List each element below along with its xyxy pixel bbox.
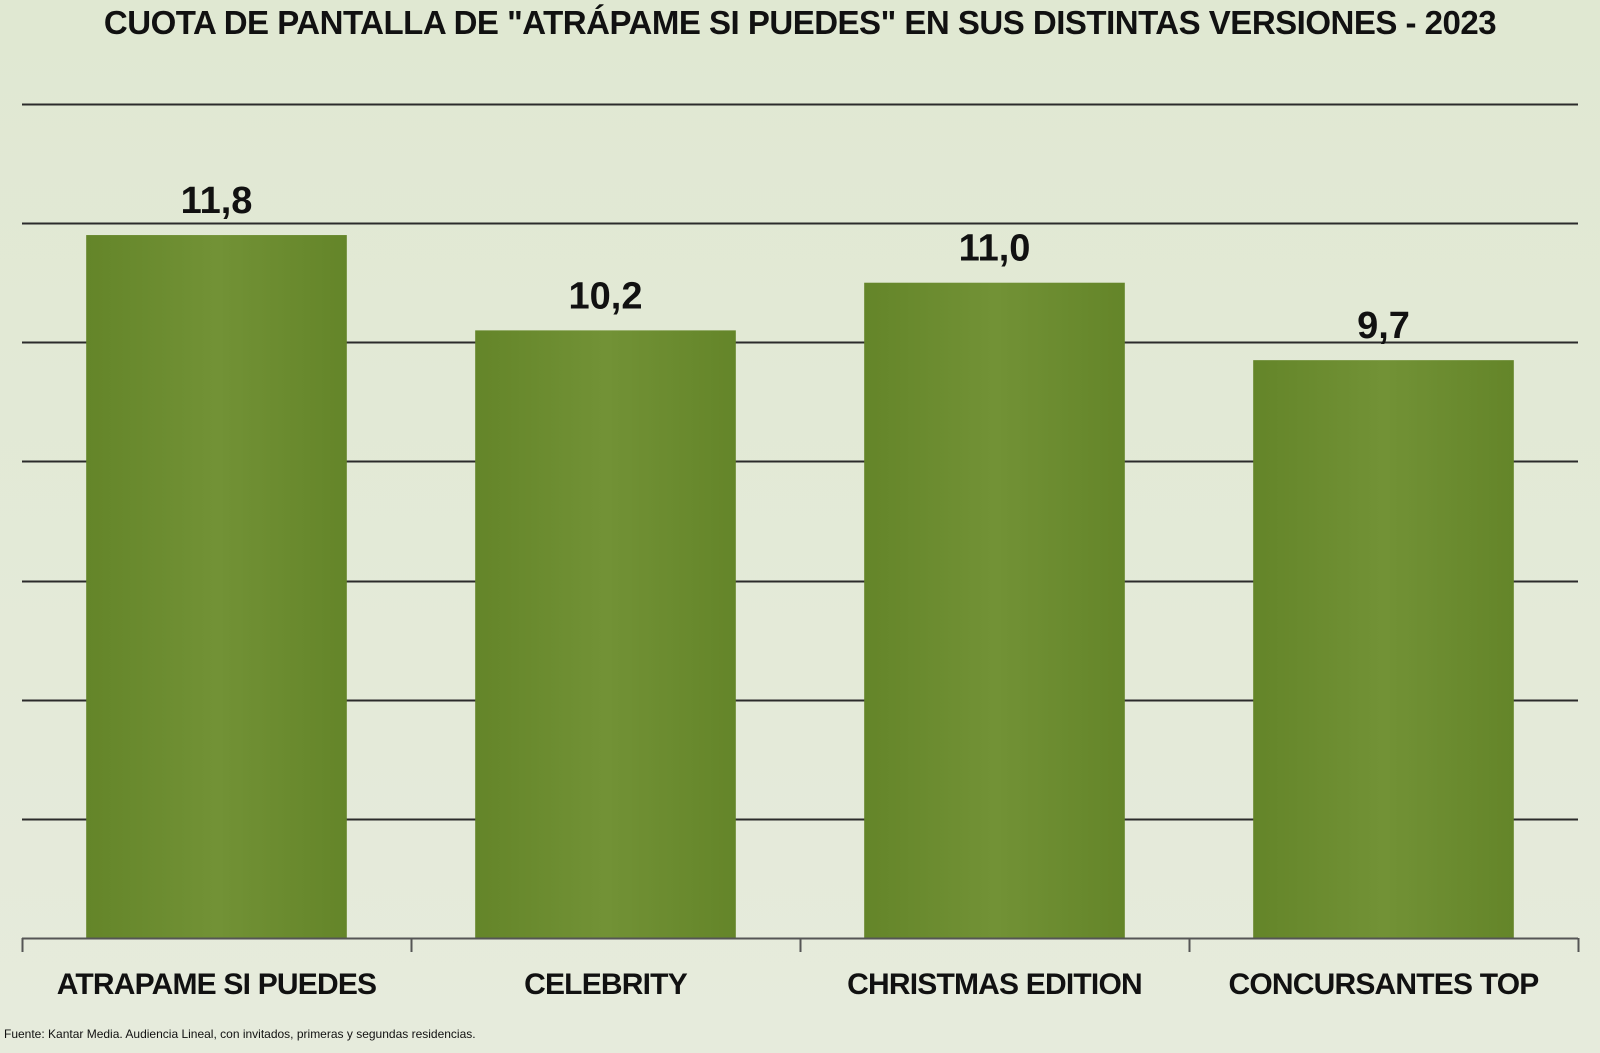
bar: [86, 235, 347, 939]
bar: [864, 282, 1125, 938]
x-tick-label: CHRISTMAS EDITION: [847, 968, 1142, 1001]
data-label: 11,8: [181, 180, 253, 222]
x-tick-label: CONCURSANTES TOP: [1228, 968, 1538, 1001]
bar: [475, 330, 736, 938]
source-note: Fuente: Kantar Media. Audiencia Lineal, …: [4, 1027, 476, 1041]
data-label: 10,2: [569, 275, 643, 317]
x-tick-label: CELEBRITY: [524, 968, 688, 1001]
chart-title: CUOTA DE PANTALLA DE "ATRÁPAME SI PUEDES…: [103, 4, 1497, 41]
data-label: 9,7: [1357, 305, 1410, 347]
bar: [1253, 360, 1514, 939]
x-tick-label: ATRAPAME SI PUEDES: [57, 968, 377, 1001]
data-label: 11,0: [959, 228, 1031, 270]
